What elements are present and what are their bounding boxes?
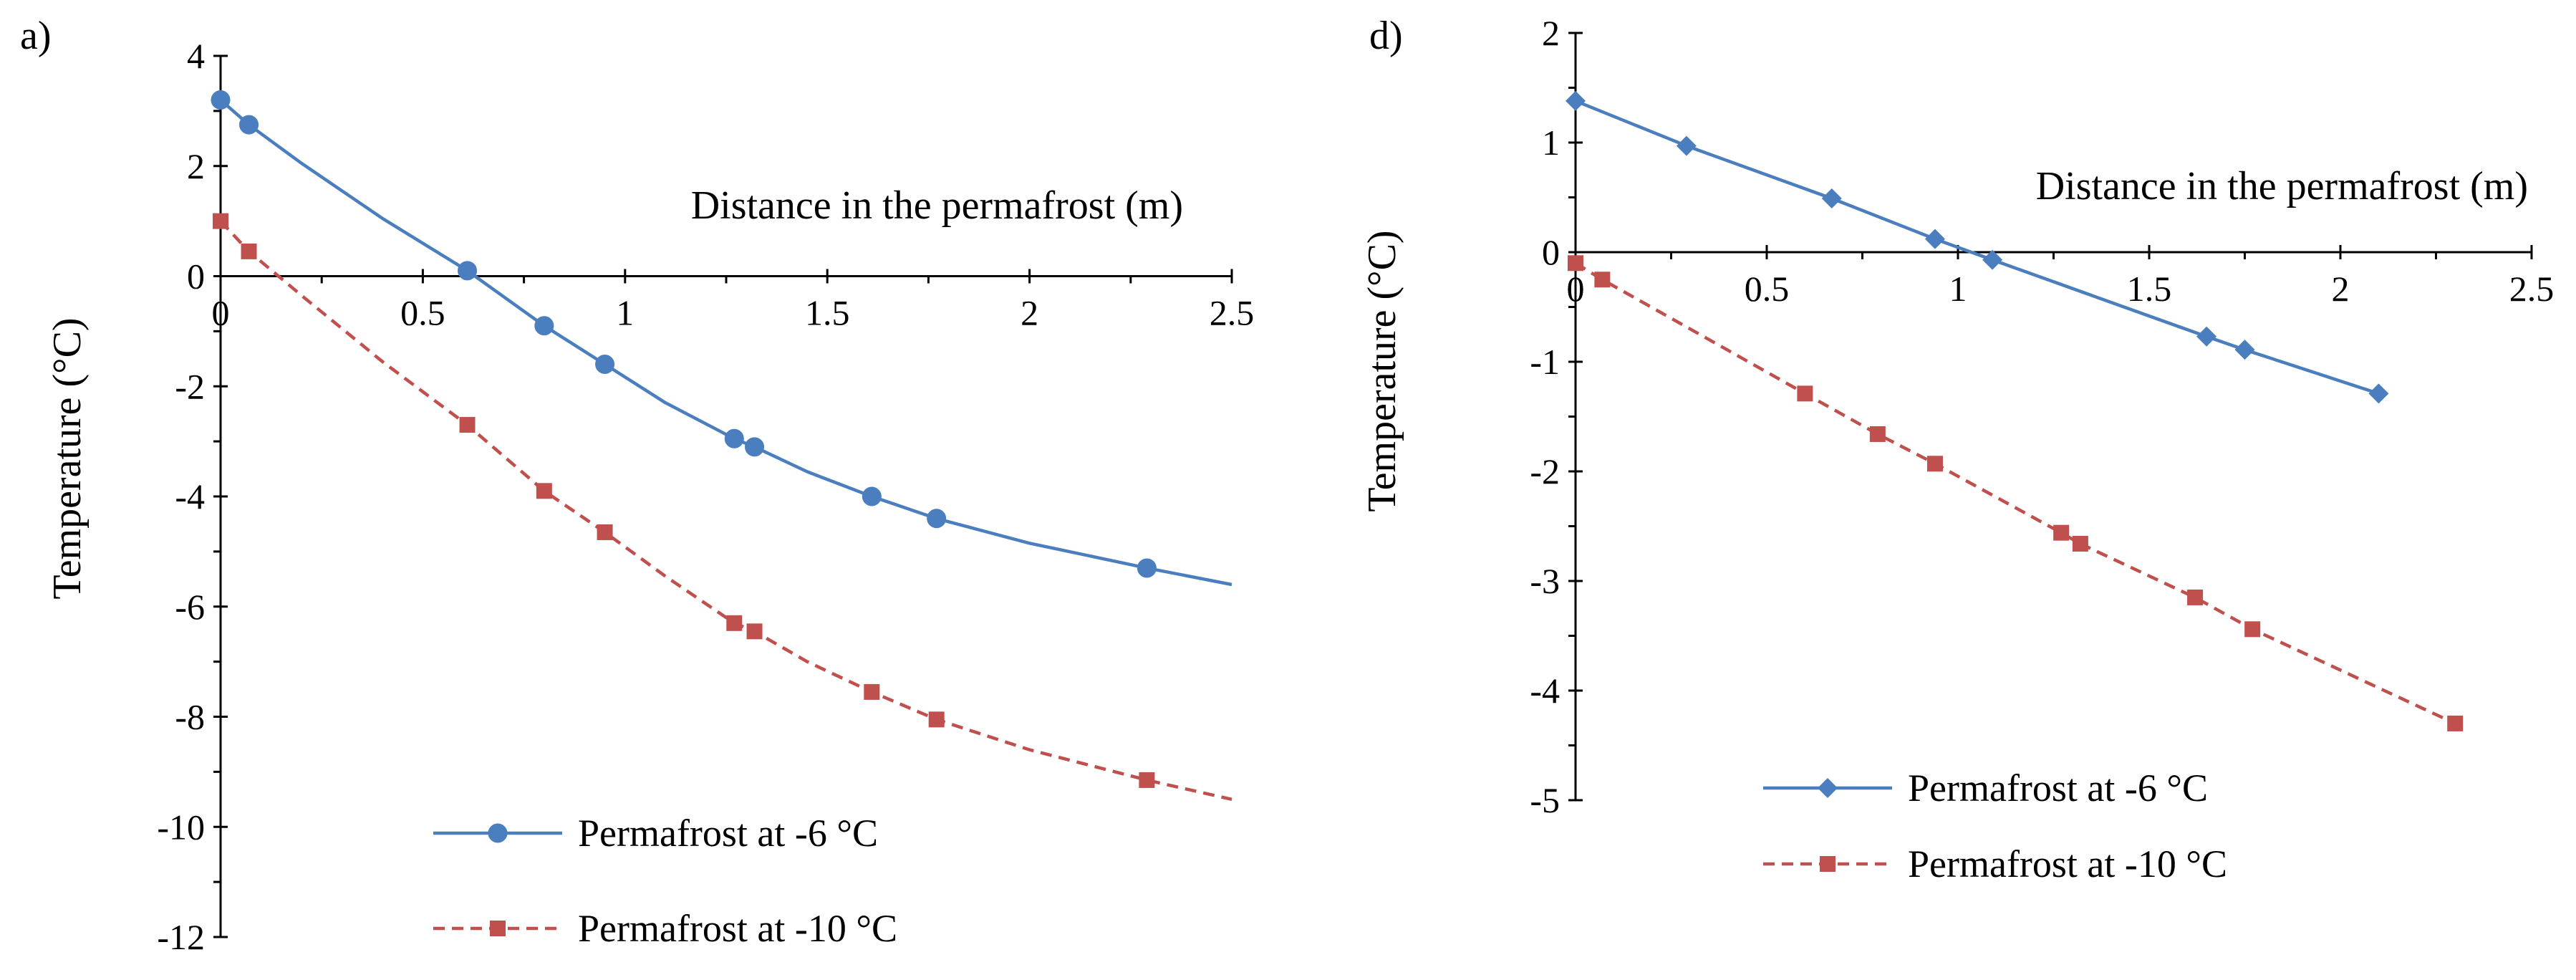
panel-d-series-0-point (1566, 90, 1586, 111)
panel-d-x-axis-title: Distance in the permafrost (m) (2036, 164, 2528, 208)
panel-a-series-0-point (595, 355, 615, 374)
panel-d-series-1-point (2244, 621, 2261, 638)
panel-a-legend-entry-1: Permafrost at -10 °C (433, 907, 897, 950)
panel-a-y-tick-label: -6 (175, 587, 205, 627)
panel-d-x-tick-label: 1 (1949, 269, 1967, 309)
panel-a-series-1-point (536, 483, 552, 499)
panel-d-x-tick-label: 1.5 (2127, 269, 2172, 309)
panel-d-series-0-point (1924, 229, 1945, 249)
panel-d-legend-entry-0: Permafrost at -6 °C (1763, 767, 2208, 810)
panel-a-series-1-point (597, 524, 613, 540)
panel-a-series-1-point (1139, 772, 1155, 788)
panel-d-series-0-point (2234, 340, 2255, 360)
panel-a-legend-label: Permafrost at -6 °C (578, 812, 878, 855)
panel-d-series-0 (1566, 90, 2389, 404)
panel-d-series-1-line (1574, 261, 2456, 725)
panel-d-x-tick-label: 2 (2332, 269, 2350, 309)
panel-a-x-tick-label: 2 (1021, 293, 1038, 333)
panel-a-series-1-point (746, 623, 763, 640)
panel-a-series-0-point (724, 428, 744, 448)
panel-a-y-tick-label: -2 (175, 366, 205, 406)
panel-a-series-1 (213, 213, 1232, 801)
panel-d-series-1-point (2072, 535, 2088, 552)
panel-d-series-1-point (2187, 589, 2204, 605)
panel-d-x-tick-label: 0 (1567, 269, 1585, 309)
panel-a-series-1-line (219, 220, 1232, 801)
panel-d-label: d) (1369, 14, 1403, 58)
panel-d-series-1-point (1568, 255, 1583, 272)
panel-d-series-0-point (1821, 188, 1842, 209)
panel-a-series-0-point (862, 486, 882, 506)
panel-d-series-0-point (2196, 326, 2217, 347)
panel-a-series-0-point (211, 90, 231, 110)
panel-d-series-1 (1568, 255, 2464, 731)
panel-a-series-1-point (726, 615, 743, 631)
panel-d-y-tick-label: -5 (1530, 780, 1560, 820)
panel-a-legend-swatch-marker (488, 823, 508, 843)
panel-a-y-tick-label: -8 (175, 697, 205, 737)
panel-d-x-tick-label: 2.5 (2509, 269, 2555, 309)
panel-a-series-1-point (459, 417, 476, 433)
panel-d-y-tick-label: 0 (1542, 232, 1560, 272)
panel-a-y-tick-label: 0 (187, 256, 205, 297)
panel-d-series-1-point (1926, 456, 1943, 472)
panel-d-series-1-point (1797, 385, 1813, 402)
panel-d-legend-swatch-marker (1820, 856, 1835, 872)
panel-a-x-tick-label: 0 (212, 293, 230, 333)
panel-d: d) Temperature (°C) Distance in the perm… (1360, 13, 2554, 885)
panel-a-series-0-point (1137, 558, 1157, 578)
panel-a-x-tick-label: 0.5 (400, 293, 445, 333)
panel-a-x-axis-title: Distance in the permafrost (m) (691, 183, 1183, 228)
panel-d-x-tick-label: 0.5 (1745, 269, 1790, 309)
panel-d-y-tick-label: -3 (1530, 561, 1560, 601)
panel-a-series-0-line (219, 98, 1232, 587)
panel-a-series-1-point (864, 683, 880, 700)
panel-d-series-1-point (1594, 272, 1611, 288)
panel-a-legend-entry-0: Permafrost at -6 °C (433, 812, 878, 855)
panel-d-series-1-point (1869, 426, 1886, 442)
panel-d-series-1-point (2447, 715, 2464, 731)
panel-d-series-0-point (1676, 135, 1697, 156)
panel-a-y-tick-label: 2 (187, 146, 205, 186)
panel-a-series-0-point (745, 437, 765, 457)
panel-d-series-0-point (1982, 249, 2003, 270)
panel-a-x-tick-label: 1 (616, 293, 634, 333)
panel-d-series-0-point (2368, 383, 2389, 404)
panel-a-series-0-point (534, 316, 554, 336)
panel-a-x-tick-label: 1.5 (805, 293, 850, 333)
panel-d-legend-swatch-marker (1818, 778, 1838, 798)
panel-d-series-0-line (1575, 99, 2380, 395)
panel-d-series-1-point (2053, 524, 2070, 541)
panel-a-series-1-point (241, 243, 257, 259)
panel-d-y-tick-label: 2 (1542, 13, 1560, 53)
panel-a-series-1-point (928, 711, 945, 728)
panel-a-y-tick-label: -4 (175, 476, 205, 517)
panel-a-y-tick-label: 4 (187, 36, 205, 76)
panel-d-legend-entry-1: Permafrost at -10 °C (1763, 842, 2227, 885)
panel-a-series-1-point (213, 213, 228, 229)
panel-a-y-tick-label: -12 (157, 917, 205, 957)
panel-a-legend-swatch-marker (490, 921, 506, 936)
panel-d-y-tick-label: -4 (1530, 671, 1560, 711)
panel-a: a) Temperature (°C) Distance in the perm… (20, 14, 1254, 957)
panel-a-y-tick-label: -10 (157, 807, 205, 847)
panel-d-y-tick-label: -2 (1530, 451, 1560, 491)
panel-a-x-tick-label: 2.5 (1210, 293, 1255, 333)
panel-a-series-0 (211, 90, 1232, 587)
panel-d-legend-label: Permafrost at -10 °C (1908, 842, 2227, 885)
panel-d-y-axis-title: Temperature (°C) (1360, 230, 1404, 511)
panel-a-series-0-point (239, 115, 259, 135)
panel-a-legend-label: Permafrost at -10 °C (578, 907, 897, 950)
panel-a-series-0-point (927, 509, 947, 529)
panel-d-legend-label: Permafrost at -6 °C (1908, 767, 2208, 810)
panel-d-y-tick-label: -1 (1530, 342, 1560, 382)
panel-a-label: a) (20, 14, 52, 58)
panel-a-y-axis-title: Temperature (°C) (45, 317, 90, 599)
panel-a-series-0-point (458, 261, 478, 281)
panel-d-y-tick-label: 1 (1542, 123, 1560, 163)
